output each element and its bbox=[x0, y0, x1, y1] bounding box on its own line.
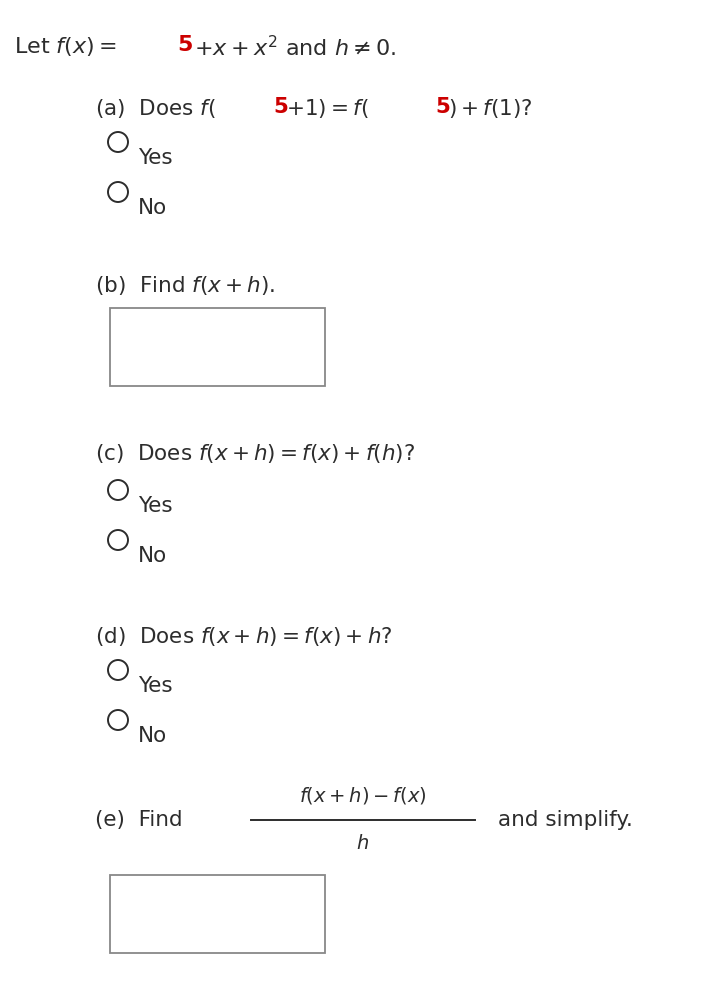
Text: $+ x + x^2\ \mathrm{and}\ \mathit{h} \neq 0.$: $+ x + x^2\ \mathrm{and}\ \mathit{h} \ne… bbox=[194, 35, 396, 61]
Bar bbox=[110, 308, 325, 386]
Text: $\mathbf{5}$: $\mathbf{5}$ bbox=[435, 97, 450, 117]
Text: $\mathbf{5}$: $\mathbf{5}$ bbox=[273, 97, 288, 117]
Text: (c)  Does $\mathit{f}(x + h) = \mathit{f}(x) + \mathit{f}(h)$?: (c) Does $\mathit{f}(x + h) = \mathit{f}… bbox=[95, 442, 415, 465]
Text: (e)  Find: (e) Find bbox=[95, 810, 183, 830]
Text: No: No bbox=[138, 726, 167, 746]
Text: $\mathbf{5}$: $\mathbf{5}$ bbox=[177, 35, 193, 55]
Text: $) + \mathit{f}(1)$?: $) + \mathit{f}(1)$? bbox=[448, 97, 533, 120]
Text: Let $\mathit{f}(x) = $: Let $\mathit{f}(x) = $ bbox=[14, 35, 117, 58]
Bar bbox=[110, 875, 325, 953]
Text: (a)  Does $\mathit{f}($: (a) Does $\mathit{f}($ bbox=[95, 97, 216, 120]
Text: $+ 1) = \mathit{f}($: $+ 1) = \mathit{f}($ bbox=[286, 97, 369, 120]
Text: Yes: Yes bbox=[138, 148, 173, 168]
Text: (d)  Does $\mathit{f}(x + h) = \mathit{f}(x) + h$?: (d) Does $\mathit{f}(x + h) = \mathit{f}… bbox=[95, 625, 393, 648]
Text: No: No bbox=[138, 198, 167, 218]
Text: Yes: Yes bbox=[138, 496, 173, 516]
Text: Yes: Yes bbox=[138, 676, 173, 696]
Text: No: No bbox=[138, 546, 167, 566]
Text: and simplify.: and simplify. bbox=[498, 810, 633, 830]
Text: $\mathit{f}(x + h) - \mathit{f}(x)$: $\mathit{f}(x + h) - \mathit{f}(x)$ bbox=[299, 785, 427, 806]
Text: $\mathit{h}$: $\mathit{h}$ bbox=[356, 834, 370, 853]
Text: (b)  Find $\mathit{f}(x + h)$.: (b) Find $\mathit{f}(x + h)$. bbox=[95, 274, 275, 297]
